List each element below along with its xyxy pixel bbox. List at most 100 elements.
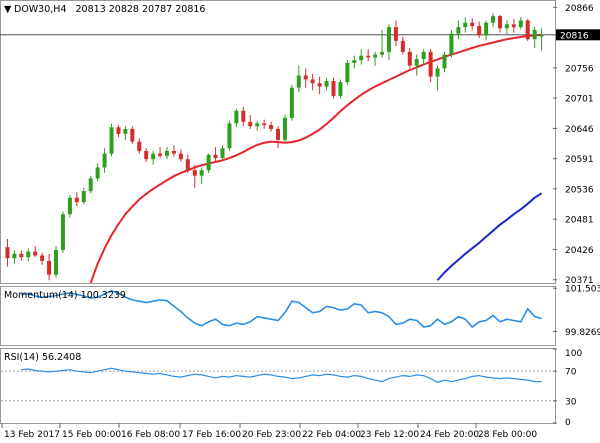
- candle-body: [47, 260, 52, 275]
- y-tick-label: 20866: [565, 4, 594, 14]
- candle: [47, 253, 52, 281]
- candle: [248, 115, 253, 129]
- ma-slow-line: [436, 192, 543, 281]
- candle-body: [192, 170, 197, 176]
- x-tick-label: 23 Feb 12:00: [360, 430, 419, 440]
- x-tick-label: 17 Feb 16:00: [182, 430, 241, 440]
- candle-body: [74, 197, 79, 203]
- candle: [484, 20, 489, 41]
- candle: [456, 20, 461, 40]
- candle-body: [324, 81, 329, 87]
- rsi-y-label: 30: [565, 397, 577, 407]
- candle: [324, 77, 329, 91]
- y-tick-label: 20591: [565, 155, 594, 165]
- candle-body: [491, 16, 496, 23]
- momentum-line: [21, 290, 542, 329]
- candle: [296, 65, 301, 93]
- candle: [192, 164, 197, 188]
- x-axis-labels: 13 Feb 2017 15 Feb 00:00 16 Feb 08:00 17 Fe…: [1, 423, 537, 440]
- candle-body: [345, 62, 350, 83]
- candle: [359, 49, 364, 65]
- x-tick-label: 16 Feb 08:00: [121, 430, 180, 440]
- candle-body: [255, 123, 260, 127]
- candle-body: [407, 51, 412, 66]
- current-price-label: 20816: [560, 31, 589, 41]
- candle-body: [165, 150, 170, 156]
- candle-body: [137, 141, 142, 151]
- candle: [504, 20, 509, 34]
- candle: [345, 60, 350, 85]
- candle: [282, 115, 287, 143]
- candle-body: [373, 54, 378, 58]
- candle: [74, 192, 79, 206]
- candle-body: [511, 24, 516, 28]
- candle: [393, 20, 398, 47]
- y-tick-label: 20426: [565, 246, 594, 256]
- candle: [137, 138, 142, 154]
- candle-body: [289, 87, 294, 118]
- candle-body: [296, 75, 301, 88]
- symbol-dropdown-icon[interactable]: ▼: [4, 4, 12, 15]
- candle-body: [116, 127, 121, 134]
- candle: [525, 18, 530, 41]
- candle-body: [248, 121, 253, 127]
- candle-body: [81, 191, 86, 203]
- candle-body: [539, 34, 544, 37]
- y-tick-label: 20646: [565, 125, 594, 135]
- candle: [539, 28, 544, 51]
- candle-body: [359, 55, 364, 61]
- candle: [289, 84, 294, 121]
- candle-body: [19, 253, 24, 258]
- candle-body: [449, 33, 454, 55]
- candle: [234, 108, 239, 128]
- y-tick-label: 20756: [565, 64, 594, 74]
- candle-body: [386, 27, 391, 52]
- rsi-y-label: 100: [565, 349, 582, 359]
- candle: [60, 211, 65, 253]
- candle: [386, 24, 391, 61]
- rsi-pane-frame: [0, 348, 556, 424]
- candle: [165, 147, 170, 160]
- candle-body: [470, 22, 475, 27]
- candle-body: [421, 51, 426, 60]
- candle-body: [532, 29, 537, 40]
- candle-body: [213, 154, 218, 159]
- candle-body: [95, 167, 100, 179]
- current-price-tag: [556, 29, 600, 41]
- momentum-title: Momentum(14) 100.3239: [4, 290, 126, 301]
- candle: [102, 148, 107, 173]
- candle: [421, 49, 426, 65]
- y-tick-label: 20481: [565, 216, 594, 226]
- candle-body: [282, 117, 287, 140]
- candle: [463, 17, 468, 33]
- candle-body: [435, 68, 440, 77]
- candle: [213, 147, 218, 162]
- candle-body: [241, 110, 246, 122]
- moving-averages: [89, 33, 543, 284]
- candle: [158, 147, 163, 159]
- rsi-y-label: 0: [565, 418, 571, 428]
- candle: [470, 18, 475, 30]
- candle-body: [331, 81, 336, 96]
- candle-body: [456, 27, 461, 34]
- candle: [12, 249, 17, 264]
- candle-body: [171, 150, 176, 154]
- candle-body: [310, 79, 315, 84]
- candle-body: [88, 178, 93, 192]
- candle: [95, 163, 100, 182]
- y-tick-label: 20701: [565, 95, 594, 105]
- oscillators: [21, 290, 542, 383]
- candle: [477, 21, 482, 39]
- grid-layer: [0, 34, 556, 402]
- candle: [220, 145, 225, 161]
- rsi-title: RSI(14) 56.2408: [4, 352, 81, 363]
- candle-body: [40, 255, 45, 261]
- candle-body: [400, 40, 405, 52]
- candle-body: [130, 128, 135, 142]
- candle: [414, 54, 419, 76]
- candle: [123, 126, 128, 140]
- y-tick-label: 20371: [565, 276, 594, 286]
- x-tick-label: 22 Feb 04:00: [302, 430, 361, 440]
- candle: [407, 48, 412, 69]
